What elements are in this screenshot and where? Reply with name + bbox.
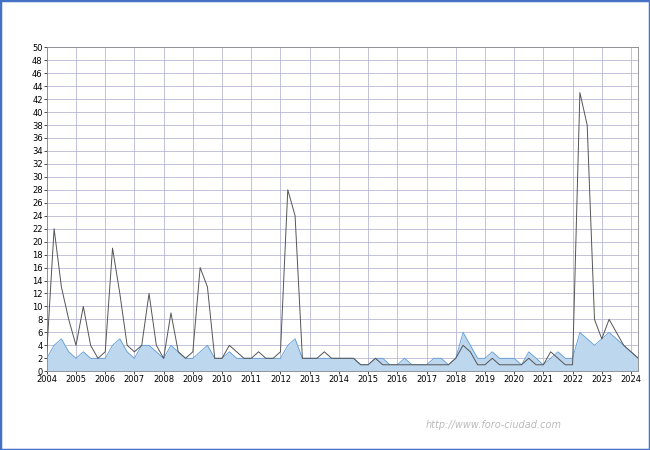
Text: http://www.foro-ciudad.com: http://www.foro-ciudad.com [426,420,562,430]
Text: Pulgar  -  Evolucion del Nº de Transacciones Inmobiliarias: Pulgar - Evolucion del Nº de Transaccion… [135,14,515,26]
